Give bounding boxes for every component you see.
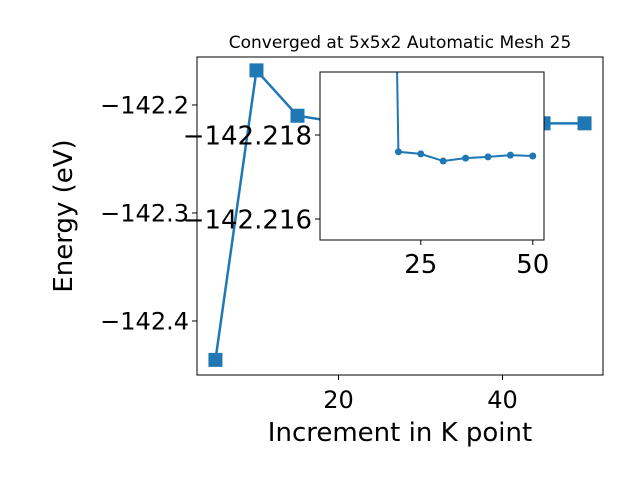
x-tick-label: 50	[516, 250, 549, 280]
x-tick-label: 20	[323, 386, 354, 414]
marker	[394, 148, 402, 156]
series-line	[396, 72, 533, 163]
marker	[439, 157, 447, 165]
y-axis-label: Energy (eV)	[49, 139, 79, 292]
y-tick-label: −142.216	[183, 205, 312, 235]
y-tick-label: −142.4	[100, 308, 189, 336]
chart-title: Converged at 5x5x2 Automatic Mesh 25	[229, 33, 572, 53]
marker	[506, 151, 514, 159]
axes-frame	[196, 56, 604, 376]
y-tick-label: −142.2	[100, 92, 189, 120]
axes-frame	[319, 71, 545, 241]
y-tick-label: −142.3	[100, 200, 189, 228]
marker	[290, 108, 305, 123]
x-axis-label: Increment in K point	[268, 418, 532, 448]
marker	[484, 153, 492, 161]
x-tick-label: 25	[404, 250, 437, 280]
x-tick-label: 40	[487, 386, 518, 414]
plot-content	[394, 72, 537, 165]
marker	[462, 154, 470, 162]
marker	[417, 150, 425, 158]
marker	[208, 352, 223, 367]
marker	[577, 116, 592, 131]
y-tick-label: −142.218	[183, 121, 312, 151]
marker	[529, 152, 537, 160]
marker	[249, 63, 264, 78]
